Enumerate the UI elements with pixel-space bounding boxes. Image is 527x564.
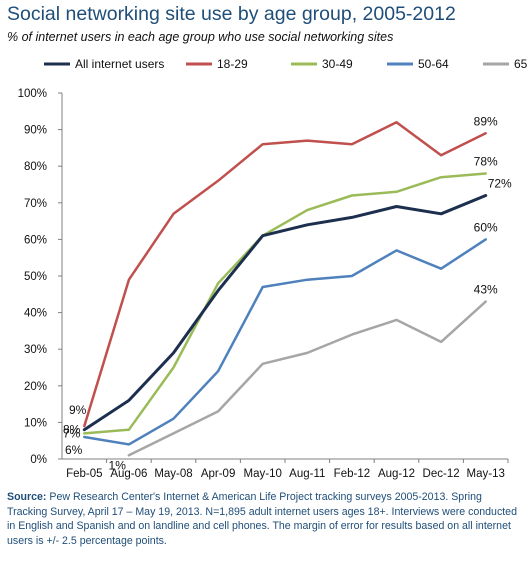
y-tick-label: 90%: [24, 125, 47, 137]
y-tick-label: 60%: [24, 234, 47, 246]
series-line-65-: [127, 300, 487, 457]
data-label: 1%: [109, 458, 127, 472]
line-chart: 0% 10% 20% 30% 40% 50% 60% 70% 80% 90% 100% Feb-05 A…: [18, 57, 527, 480]
chart-title: Social networking site use by age group,…: [7, 3, 456, 25]
y-tick-label: 70%: [24, 198, 47, 210]
x-tick-label: May-13: [467, 468, 505, 480]
data-label: 7%: [63, 426, 81, 440]
y-tick-label: 40%: [24, 308, 47, 320]
x-tick-label: Feb-12: [334, 468, 370, 480]
x-tick-label: Aug-06: [110, 468, 147, 480]
data-label: 60%: [474, 220, 498, 234]
legend-label: 50-64: [418, 57, 449, 71]
y-tick-label: 30%: [24, 344, 47, 356]
x-tick-label: Aug-12: [378, 468, 415, 480]
y-tick-label: 50%: [24, 271, 47, 283]
data-label: 72%: [488, 176, 512, 190]
y-tick-label: 10%: [24, 417, 47, 429]
chart-subtitle: % of internet users in each age group wh…: [7, 30, 394, 44]
legend-label: 30-49: [322, 57, 353, 71]
series-line-18-29: [83, 121, 487, 428]
x-tick-label: May-10: [244, 468, 282, 480]
source-note: Source: Pew Research Center's Internet &…: [7, 490, 519, 548]
y-tick-label: 80%: [24, 161, 47, 173]
legend-label: 65+: [514, 57, 527, 71]
x-tick-label: Aug-11: [289, 468, 325, 480]
x-tick-label: Apr-09: [201, 468, 236, 480]
legend-label: All internet users: [75, 57, 164, 71]
y-tick-label: 20%: [24, 381, 47, 393]
data-label: 78%: [474, 155, 498, 169]
y-tick-label: 100%: [18, 88, 47, 100]
data-label: 6%: [65, 443, 83, 457]
source-lead: Source:: [7, 491, 47, 503]
series-line-50-64: [83, 238, 487, 446]
source-text: Pew Research Center's Internet & America…: [7, 491, 517, 547]
x-tick-label: May-08: [154, 468, 192, 480]
data-label: 89%: [474, 114, 498, 128]
x-tick-label: Feb-05: [66, 468, 102, 480]
data-label: 9%: [69, 403, 87, 417]
legend-label: 18-29: [217, 57, 248, 71]
y-tick-label: 0%: [30, 454, 47, 466]
series-line-30-49: [83, 172, 487, 435]
x-tick-label: Dec-12: [423, 468, 460, 480]
data-label: 8%: [63, 423, 81, 437]
series-line-all-internet-users: [82, 194, 488, 432]
data-label: 43%: [474, 283, 498, 297]
